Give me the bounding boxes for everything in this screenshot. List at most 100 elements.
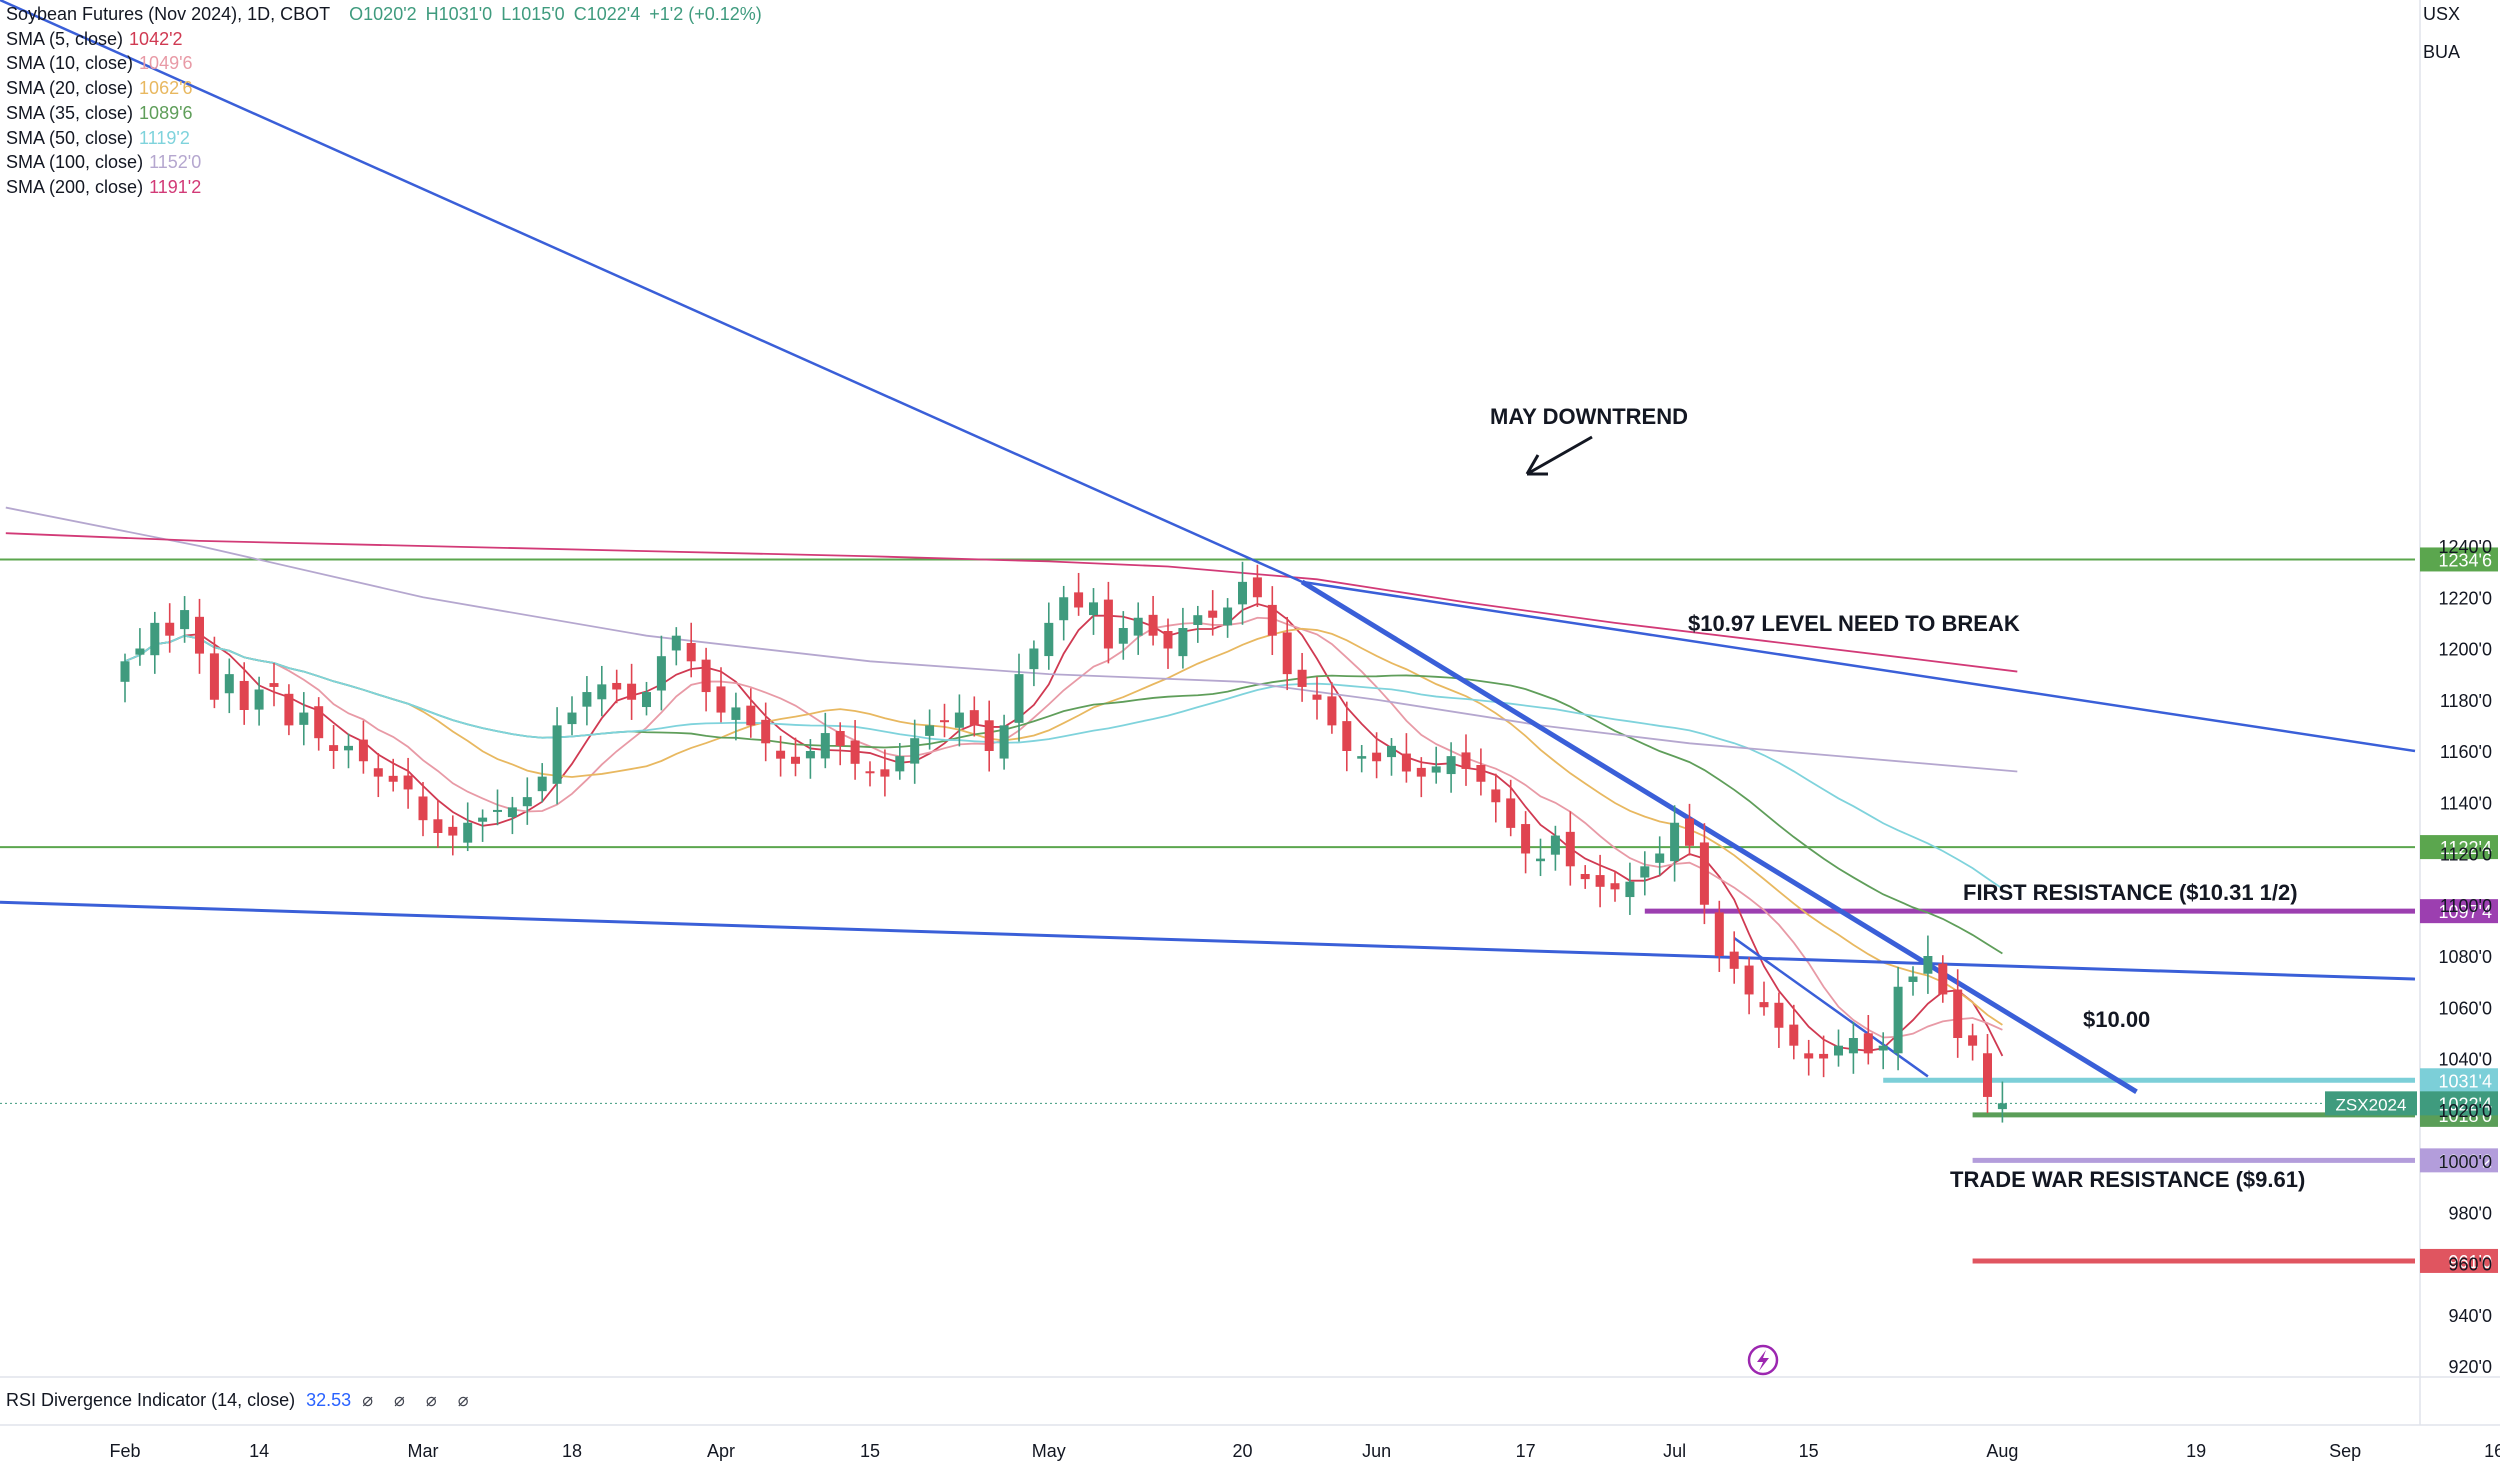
candle-body xyxy=(1714,912,1724,956)
candle-body xyxy=(373,768,383,777)
price-axis[interactable]: 920'0940'0960'0980'01000'01020'01040'010… xyxy=(2439,537,2493,1377)
price-tag-bg xyxy=(2420,1248,2498,1273)
candle xyxy=(1103,581,1113,664)
candle xyxy=(627,663,637,720)
lightning-icon[interactable] xyxy=(1747,1344,1779,1376)
candle-body xyxy=(388,775,398,782)
candle-body xyxy=(567,712,577,725)
candle-body xyxy=(1282,632,1292,675)
candle xyxy=(1029,640,1039,687)
candle xyxy=(1238,561,1247,625)
candle-body xyxy=(1297,669,1307,687)
candle-body xyxy=(344,745,353,751)
candle xyxy=(1089,588,1098,635)
time-tick-label: 20 xyxy=(1232,1441,1252,1461)
candle xyxy=(791,737,800,777)
candle xyxy=(1908,966,1918,996)
price-tag: 1031'4 xyxy=(2439,1071,2493,1091)
candle-body xyxy=(299,712,309,725)
candle xyxy=(165,603,175,653)
sma-legend-row[interactable]: SMA (5, close) 1042'2 xyxy=(6,27,766,52)
candle-body xyxy=(582,692,592,707)
candle xyxy=(478,809,488,842)
candle xyxy=(1610,871,1620,902)
candle xyxy=(716,667,726,723)
price-tick-label: 1060'0 xyxy=(2439,998,2493,1018)
sma-line xyxy=(5,532,2018,673)
candle xyxy=(1744,957,1754,1015)
sma-line xyxy=(124,634,2003,890)
candle-body xyxy=(940,720,949,723)
candle-body xyxy=(135,648,145,655)
sma-legend-row[interactable]: SMA (35, close) 1089'6 xyxy=(6,101,766,126)
candle-body xyxy=(731,707,741,720)
candle xyxy=(1714,900,1724,972)
sma-legend-row[interactable]: SMA (100, close) 1152'0 xyxy=(6,150,766,175)
rsi-title: RSI Divergence Indicator (14, close) xyxy=(6,1390,296,1410)
price-tag: 1122'4 xyxy=(2440,838,2492,858)
sma-line xyxy=(5,506,2018,773)
sma-label: SMA (10, close) xyxy=(6,53,134,74)
candle-body xyxy=(1506,798,1516,828)
time-tick-label: 19 xyxy=(2186,1441,2206,1461)
candle-body xyxy=(493,809,502,812)
candle-body xyxy=(895,756,905,772)
price-tick-label: 1140'0 xyxy=(2440,793,2492,813)
sma-label: SMA (20, close) xyxy=(6,78,134,99)
price-tick-label: 1100'0 xyxy=(2440,896,2492,916)
candle xyxy=(433,799,443,848)
candle-body xyxy=(1968,1035,1978,1046)
candle xyxy=(850,720,860,780)
channel-line xyxy=(0,900,2416,981)
candle xyxy=(1178,607,1188,669)
candle xyxy=(1193,605,1203,643)
candle-body xyxy=(1550,835,1560,855)
candle-body xyxy=(150,622,160,656)
rsi-indicator-label[interactable]: RSI Divergence Indicator (14, close) 32.… xyxy=(6,1390,477,1411)
candle-body xyxy=(1133,617,1143,636)
candle xyxy=(1461,734,1471,786)
annotation-first-resistance: FIRST RESISTANCE ($10.31 1/2) xyxy=(1963,880,2298,905)
candle-body xyxy=(1670,822,1680,862)
candle xyxy=(1759,981,1769,1016)
candle-body xyxy=(180,610,190,630)
candle xyxy=(1044,602,1054,670)
sma-label: SMA (50, close) xyxy=(6,127,134,148)
price-tag: 1000'2 xyxy=(2439,1151,2493,1171)
sma-line xyxy=(124,602,2004,1057)
sma-legend-row[interactable]: SMA (10, close) 1049'6 xyxy=(6,51,766,76)
candlesticks xyxy=(120,561,2007,1123)
candle-body xyxy=(1834,1045,1843,1056)
candle xyxy=(418,782,428,837)
candle-body xyxy=(701,659,711,693)
high-value: H1031'0 xyxy=(425,4,493,24)
candle xyxy=(239,662,249,725)
time-axis[interactable]: Feb 14 Mar 18 Apr 15 May 20 Jun 17 Jul 15 Aug 19 Sep 16… xyxy=(109,1441,2500,1461)
sma-legend-row[interactable]: SMA (20, close) 1062'6 xyxy=(6,76,766,101)
price-tick-label: 1020'0 xyxy=(2439,1101,2493,1121)
candle xyxy=(1074,572,1084,616)
time-tick-label: 15 xyxy=(1799,1441,1819,1461)
candle xyxy=(358,720,368,774)
symbol-title[interactable]: Soybean Futures (Nov 2024), 1D, CBOT xyxy=(6,4,331,24)
sma-label: SMA (100, close) xyxy=(6,152,144,173)
candle xyxy=(1893,966,1903,1071)
candle xyxy=(1372,732,1382,779)
sma-legend-row[interactable]: SMA (200, close) 1191'2 xyxy=(6,175,766,200)
symbol-badge-bg xyxy=(2325,1091,2417,1116)
last-price-tag-bg xyxy=(2420,1091,2498,1116)
candle xyxy=(195,598,204,674)
candle xyxy=(940,703,949,738)
candle-body xyxy=(1863,1033,1873,1054)
sma-line xyxy=(124,634,2003,955)
candle xyxy=(180,596,190,643)
rsi-value: 32.53 xyxy=(306,1390,352,1410)
candle-body xyxy=(865,771,875,774)
candle xyxy=(1640,851,1650,896)
candle-body xyxy=(1193,615,1203,625)
time-tick-label: Sep xyxy=(2329,1441,2361,1461)
sma-legend-row[interactable]: SMA (50, close) 1119'2 xyxy=(6,126,766,151)
candle xyxy=(1446,742,1456,793)
candle xyxy=(1983,1033,1992,1113)
